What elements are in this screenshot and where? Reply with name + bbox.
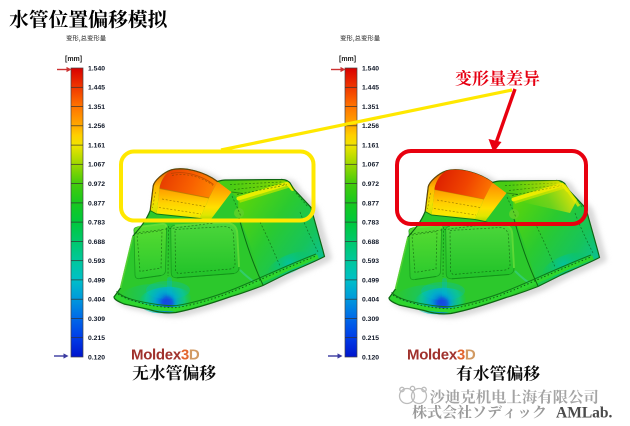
svg-text:0.215: 0.215 bbox=[362, 335, 379, 342]
svg-text:1.256: 1.256 bbox=[88, 123, 105, 130]
svg-text:0.404: 0.404 bbox=[88, 297, 105, 304]
svg-text:0.215: 0.215 bbox=[88, 335, 105, 342]
svg-text:1.351: 1.351 bbox=[88, 104, 105, 111]
svg-text:Moldex3D: Moldex3D bbox=[131, 347, 200, 364]
svg-text:0.688: 0.688 bbox=[88, 239, 105, 246]
svg-text:0.972: 0.972 bbox=[88, 181, 105, 188]
svg-text:1.445: 1.445 bbox=[362, 85, 379, 92]
svg-text:0.404: 0.404 bbox=[362, 297, 379, 304]
svg-text:0.499: 0.499 bbox=[362, 277, 379, 284]
svg-text:0.593: 0.593 bbox=[88, 258, 105, 265]
svg-text:1.256: 1.256 bbox=[362, 123, 379, 130]
svg-text:AMLab.: AMLab. bbox=[556, 405, 613, 422]
svg-text:1.540: 1.540 bbox=[362, 65, 379, 72]
svg-text:0.877: 0.877 bbox=[88, 200, 105, 207]
svg-text:1.540: 1.540 bbox=[88, 65, 105, 72]
svg-text:[mm]: [mm] bbox=[65, 56, 82, 63]
svg-text:0.783: 0.783 bbox=[88, 220, 105, 227]
svg-text:1.067: 1.067 bbox=[88, 162, 105, 169]
svg-text:0.972: 0.972 bbox=[362, 181, 379, 188]
svg-text:1.067: 1.067 bbox=[362, 162, 379, 169]
svg-text:0.309: 0.309 bbox=[88, 316, 105, 323]
svg-text:1.351: 1.351 bbox=[362, 104, 379, 111]
svg-text:1.445: 1.445 bbox=[88, 85, 105, 92]
svg-text:1.161: 1.161 bbox=[88, 143, 105, 150]
svg-text:[mm]: [mm] bbox=[339, 56, 356, 63]
svg-text:0.783: 0.783 bbox=[362, 220, 379, 227]
svg-text:0.877: 0.877 bbox=[362, 200, 379, 207]
svg-text:0.120: 0.120 bbox=[362, 354, 379, 361]
svg-text:0.499: 0.499 bbox=[88, 277, 105, 284]
svg-text:1.161: 1.161 bbox=[362, 143, 379, 150]
svg-text:Moldex3D: Moldex3D bbox=[407, 347, 476, 364]
svg-text:0.688: 0.688 bbox=[362, 239, 379, 246]
svg-text:0.309: 0.309 bbox=[362, 316, 379, 323]
svg-text:0.593: 0.593 bbox=[362, 258, 379, 265]
svg-text:0.120: 0.120 bbox=[88, 354, 105, 361]
